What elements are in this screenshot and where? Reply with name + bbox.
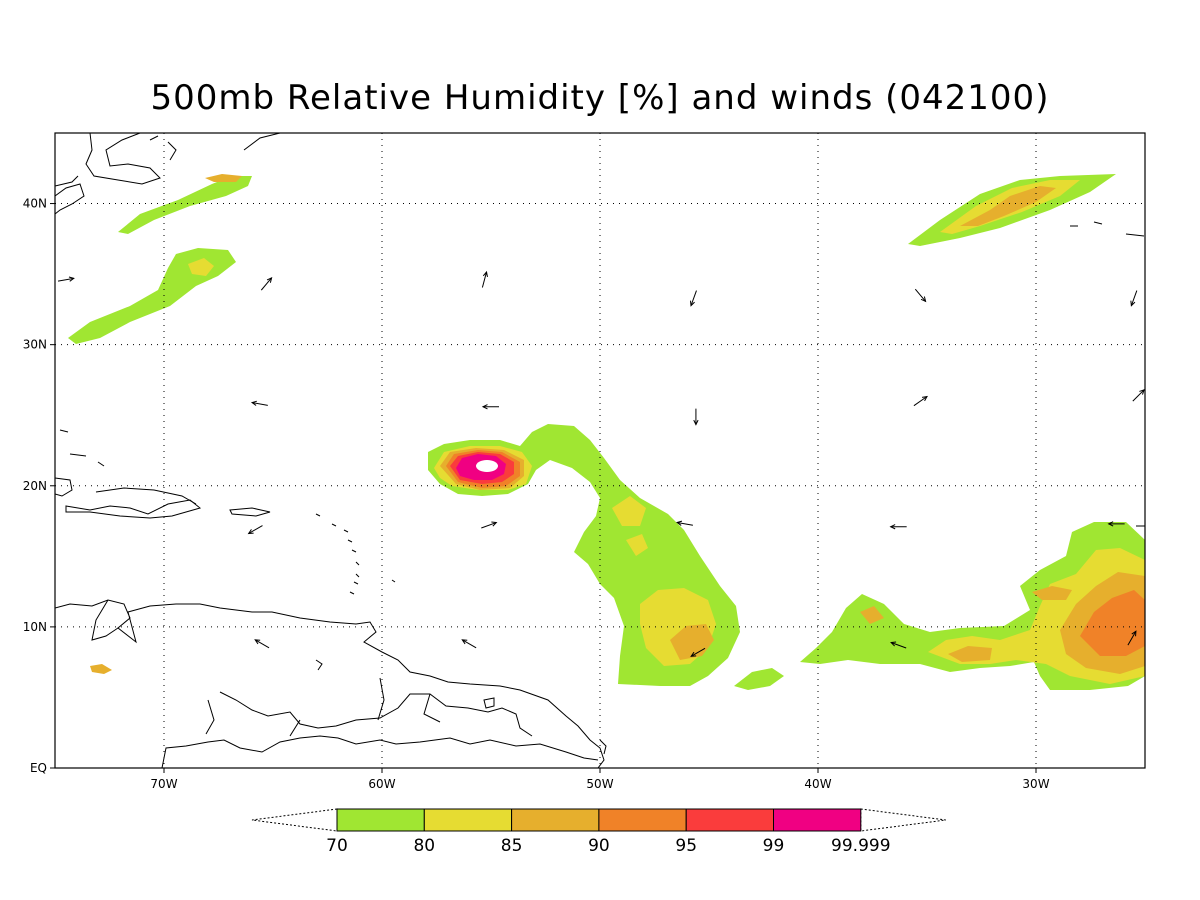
wind-arrow [890, 641, 907, 649]
wind-arrow [889, 524, 907, 530]
wind-arrow [247, 525, 263, 535]
humidity-area-se-90 [1080, 590, 1145, 656]
wind-arrow [260, 276, 273, 291]
colorbar-label: 99 [763, 836, 785, 856]
wind-arrow [1107, 521, 1125, 527]
colorbar-label: 85 [501, 836, 523, 856]
map-title: 500mb Relative Humidity [%] and winds (0… [150, 78, 1050, 118]
humidity-area-band-80-b [626, 534, 648, 556]
lon-tick-label: 50W [586, 777, 613, 791]
wind-arrow [1127, 630, 1137, 646]
colorbar: 70 80 85 90 95 99 99.999 [251, 808, 946, 856]
colorbar-swatch [685, 808, 775, 832]
humidity-area-band-80-a [612, 496, 646, 526]
lon-tick-label: 70W [150, 777, 177, 791]
wind-arrow [57, 276, 75, 282]
humidity-area-se-85 [948, 646, 992, 662]
wind-arrow [481, 521, 498, 529]
wind-arrow [690, 647, 706, 657]
humidity-area-small-west [90, 664, 112, 674]
lon-tick-label: 60W [368, 777, 395, 791]
axes: 70W 60W 50W 40W 30W EQ 10N 20N 30N 40N [23, 197, 1050, 791]
lat-tick-label: EQ [30, 761, 47, 775]
lat-tick-label: 40N [23, 197, 47, 211]
humidity-area-nw-lower [68, 248, 236, 344]
colorbar-swatch [773, 808, 862, 832]
wind-arrow [481, 404, 499, 410]
storm-eye [476, 460, 498, 472]
wind-arrow [481, 270, 488, 288]
colorbar-end-label: 99.999 [831, 836, 890, 856]
lat-tick-label: 20N [23, 479, 47, 493]
wind-vectors [57, 270, 1145, 657]
wind-arrow [461, 639, 477, 649]
colorbar-label: 90 [588, 836, 610, 856]
humidity-area-nw-upper-core [205, 174, 242, 182]
wind-arrow [1130, 290, 1138, 307]
colorbar-label: 95 [675, 836, 697, 856]
wind-arrow [690, 290, 697, 307]
humidity-area-ne-small [860, 606, 884, 624]
colorbar-lower-extension [251, 808, 338, 832]
colorbar-upper-extension [860, 808, 946, 832]
wind-arrow [254, 639, 270, 649]
humidity-area-ne-85 [960, 186, 1056, 226]
wind-arrow [676, 520, 693, 526]
colorbar-swatch [511, 808, 600, 832]
wind-arrow [914, 288, 927, 303]
wind-arrow [693, 408, 699, 426]
colorbar-label: 70 [326, 836, 348, 856]
lon-tick-label: 30W [1022, 777, 1049, 791]
humidity-contours [68, 174, 1145, 690]
humidity-area-se-85c [1032, 586, 1072, 600]
lon-tick-label: 40W [804, 777, 831, 791]
wind-arrow [1132, 388, 1145, 402]
humidity-area-nw-lower-core [188, 258, 214, 276]
wind-arrow [250, 400, 268, 406]
lat-tick-label: 10N [23, 620, 47, 634]
wind-arrow [913, 395, 928, 407]
humidity-area-central-band-s [734, 668, 784, 690]
humidity-area-band-85 [670, 624, 714, 660]
humidity-area-nw-upper [118, 176, 252, 234]
colorbar-swatch [598, 808, 687, 832]
colorbar-swatch [336, 808, 425, 832]
colorbar-label: 80 [413, 836, 435, 856]
coastlines [55, 133, 1145, 768]
lat-tick-label: 30N [23, 338, 47, 352]
colorbar-swatch [423, 808, 513, 832]
